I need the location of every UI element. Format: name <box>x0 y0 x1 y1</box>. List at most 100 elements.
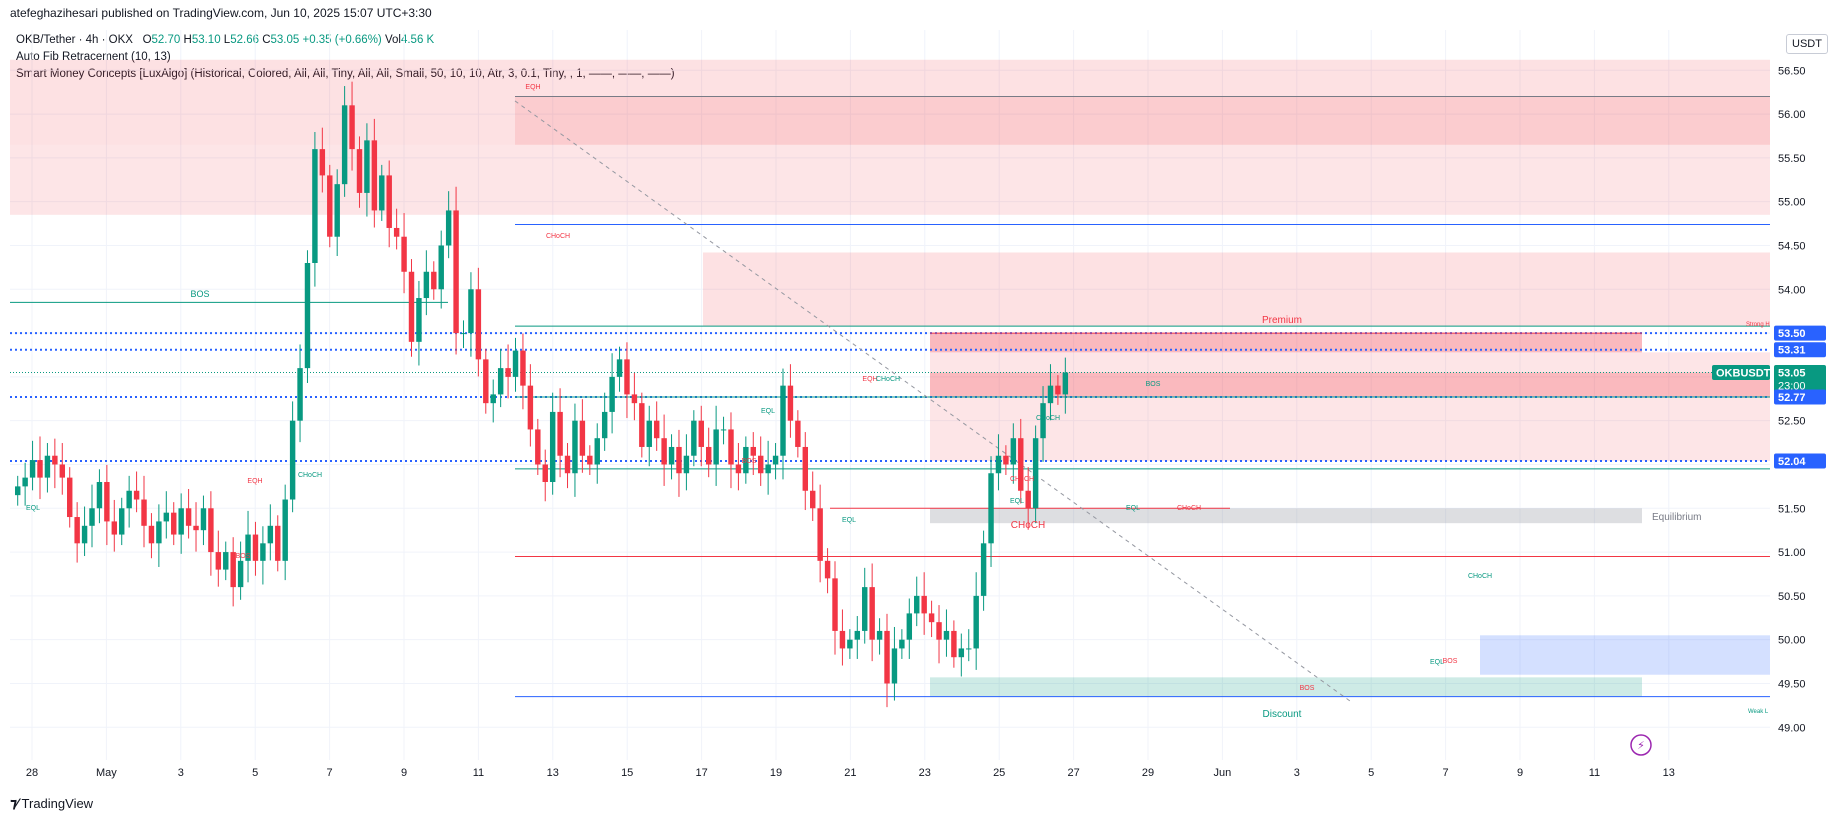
candle-body <box>988 473 994 544</box>
candle-body <box>1047 385 1054 404</box>
x-tick-label: May <box>96 767 117 779</box>
structure-label: BOS <box>1300 685 1315 692</box>
candle-body <box>67 477 73 518</box>
price-tag-last-countdown: 23:00 <box>1778 381 1806 393</box>
premium-zone <box>930 352 1770 461</box>
candle-body <box>653 420 660 439</box>
candle-body <box>1025 490 1031 509</box>
strong-high-label: Strong H <box>1746 322 1770 328</box>
candle-body <box>646 420 652 447</box>
candle-body <box>401 236 407 272</box>
x-tick-label: 9 <box>401 767 407 779</box>
candle-body <box>193 525 199 531</box>
candle-body <box>468 289 474 334</box>
candle-body <box>609 376 615 412</box>
price-tag-53-50-bg <box>1774 325 1826 341</box>
weak-low-label: Weak L <box>1748 709 1769 715</box>
candle-body <box>758 455 764 474</box>
x-tick-label: 5 <box>1368 767 1374 779</box>
candle-body <box>319 149 326 176</box>
candle-body <box>616 359 623 377</box>
price-tag-53-31: 53.31 <box>1778 345 1806 357</box>
candle-body <box>542 464 548 482</box>
candle-body <box>96 482 103 509</box>
candle-body <box>29 460 36 478</box>
choch-label-big: CHoCH <box>1011 520 1045 531</box>
structure-label: EQL <box>26 505 40 512</box>
volume-label: Vol <box>384 34 401 46</box>
supply-zone-top <box>10 59 1770 145</box>
symbol-info[interactable]: OKB/Tether · 4h · OKX <box>16 34 133 46</box>
currency-button[interactable]: USDT <box>1786 34 1828 54</box>
candle-body <box>980 543 987 596</box>
candle-body <box>951 630 957 658</box>
fib-trend-line <box>514 100 1351 702</box>
candle-body <box>527 385 534 430</box>
volume-value: 4.56 K <box>400 34 435 46</box>
candle-body <box>408 271 415 342</box>
candle-body <box>520 350 526 386</box>
structure-label: EQH <box>862 376 877 383</box>
candle-body <box>52 455 58 465</box>
candle-body <box>1062 372 1069 395</box>
y-tick-label: 50.00 <box>1778 635 1806 647</box>
x-tick-label: 3 <box>1294 767 1300 779</box>
structure-label: BOS <box>742 458 757 465</box>
candle-body <box>327 175 333 237</box>
candle-body <box>579 420 586 456</box>
x-tick-label: 5 <box>252 767 258 779</box>
candle-body <box>691 420 697 456</box>
publisher-line: atefeghazihesari published on TradingVie… <box>10 6 432 20</box>
candle-body <box>869 587 875 640</box>
structure-label: CHoCH <box>1177 505 1201 512</box>
candle-body <box>512 350 519 377</box>
candle-body <box>639 403 645 447</box>
discount-zone <box>930 677 1642 697</box>
y-tick-label: 55.50 <box>1778 153 1806 165</box>
candle-body <box>1040 403 1046 439</box>
candle-body <box>891 648 898 684</box>
tradingview-logo-icon: ⁊⁄ <box>10 795 18 811</box>
x-tick-label: 17 <box>695 767 707 779</box>
price-tag-53-50: 53.50 <box>1778 328 1806 340</box>
price-tag-last-bg <box>1774 365 1826 393</box>
y-tick-label: 55.00 <box>1778 197 1806 209</box>
x-tick-label: 11 <box>473 767 484 779</box>
candle-body <box>966 648 972 650</box>
candle-body <box>973 595 979 649</box>
discount-label: Discount <box>1263 709 1302 720</box>
open-value: 52.70 <box>151 34 181 46</box>
candle-body <box>802 446 809 491</box>
y-tick-label: 49.00 <box>1778 722 1806 734</box>
candle-body <box>15 486 21 496</box>
tradingview-brand[interactable]: ⁊⁄ TradingView <box>10 795 93 812</box>
low-label: L <box>223 34 231 46</box>
candle-body <box>341 105 348 185</box>
candle-body <box>297 368 303 421</box>
y-tick-label: 49.50 <box>1778 678 1806 690</box>
candle-body <box>260 543 266 561</box>
structure-label: CHoCH <box>1036 415 1060 422</box>
candle-body <box>661 438 667 465</box>
indicator-fib[interactable]: Auto Fib Retracement (10, 13) <box>16 51 171 63</box>
candle-body <box>713 429 719 465</box>
x-tick-label: 15 <box>621 767 633 779</box>
candle-body <box>215 552 222 570</box>
candle-body <box>230 552 236 588</box>
equilibrium-label: Equilibrium <box>1652 512 1701 523</box>
x-tick-label: 21 <box>844 767 856 779</box>
y-tick-label: 51.00 <box>1778 547 1806 559</box>
candle-body <box>44 455 51 478</box>
candle-body <box>252 534 259 561</box>
candle-body <box>862 587 868 631</box>
order-block-strong <box>930 333 1642 353</box>
candle-body <box>312 149 318 263</box>
candle-body <box>720 429 727 431</box>
symbol-legend[interactable]: OKB/Tether · 4h · OKX O52.70 H53.10 L52.… <box>16 34 434 46</box>
x-tick-label: 28 <box>26 767 38 779</box>
candle-body <box>349 105 355 150</box>
x-tick-label: 19 <box>770 767 782 779</box>
candle-body <box>780 385 786 456</box>
candle-body <box>847 639 853 649</box>
